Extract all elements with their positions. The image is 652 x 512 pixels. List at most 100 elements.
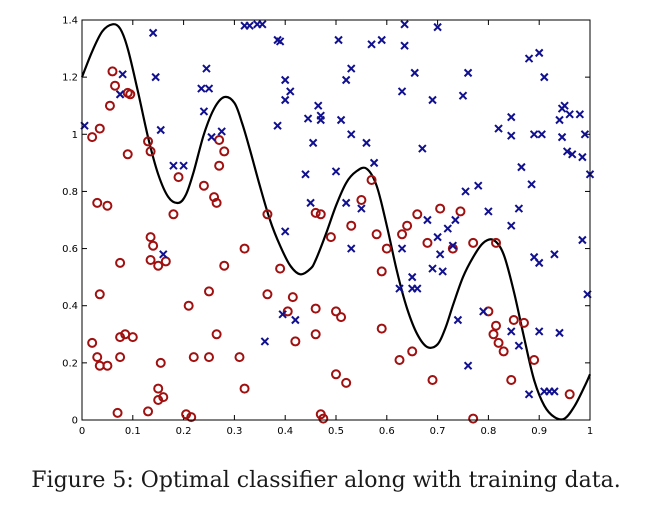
class-o-point xyxy=(310,207,321,218)
class-o-point xyxy=(422,237,433,248)
class-x-point xyxy=(494,124,503,133)
class-o-point xyxy=(468,413,479,424)
class-o-point xyxy=(381,243,392,254)
class-x-point xyxy=(484,207,493,216)
class-x-point xyxy=(453,315,463,325)
class-o-point xyxy=(331,306,341,317)
class-o-point xyxy=(214,160,225,171)
class-x-point xyxy=(463,68,473,78)
class-o-point xyxy=(209,192,220,203)
class-o-point xyxy=(110,80,121,91)
class-o-point xyxy=(153,383,164,394)
class-o-point xyxy=(376,266,387,277)
class-o-point xyxy=(402,220,413,231)
class-x-point xyxy=(291,315,300,325)
class-x-point xyxy=(537,130,546,139)
class-x-point xyxy=(407,272,417,282)
class-x-point xyxy=(331,167,341,176)
class-x-point xyxy=(169,161,178,170)
tick-labels: 0 0.1 0.2 0.3 0.4 0.5 0.6 0.7 0.8 0.9 1 0 0.2 0.4 0.6 0… xyxy=(62,16,593,438)
class-o-point xyxy=(188,352,199,363)
class-x-point xyxy=(407,284,417,293)
class-o-point xyxy=(318,413,329,424)
class-o-point xyxy=(282,306,293,317)
class-o-point xyxy=(325,232,336,243)
class-o-point xyxy=(239,243,250,254)
class-x-point xyxy=(245,21,254,30)
class-o-point xyxy=(102,360,113,371)
class-o-point xyxy=(427,375,438,385)
class-x-point xyxy=(524,390,534,399)
class-o-point xyxy=(168,209,179,220)
class-o-point xyxy=(112,407,123,418)
class-o-point xyxy=(186,412,197,423)
class-x-point xyxy=(433,232,442,242)
class-x-point xyxy=(308,138,318,148)
class-x-point xyxy=(410,68,419,78)
class-o-point xyxy=(468,237,479,248)
class-x-point xyxy=(280,95,290,105)
class-x-point xyxy=(507,327,516,336)
decision-boundary-layer xyxy=(80,23,592,421)
y-tick-label: 1.4 xyxy=(62,16,78,27)
class-x-point xyxy=(540,72,549,82)
class-x-point xyxy=(314,101,323,110)
class-o-point xyxy=(310,329,321,340)
class-x-point xyxy=(565,110,574,119)
class-x-point xyxy=(428,264,437,273)
class-x-point xyxy=(514,341,524,350)
class-o-point xyxy=(488,329,499,340)
class-x-point xyxy=(479,307,488,316)
class-o-point xyxy=(346,220,357,231)
class-x-point xyxy=(301,170,310,179)
class-o-point xyxy=(219,146,230,157)
y-tick-label: 1.2 xyxy=(62,73,78,84)
class-x-point xyxy=(156,125,165,135)
class-x-point xyxy=(258,20,267,29)
class-x-point xyxy=(423,215,432,225)
class-o-point xyxy=(214,135,225,145)
class-x-point xyxy=(397,244,407,253)
scatter-plot: 0 0.1 0.2 0.3 0.4 0.5 0.6 0.7 0.8 0.9 1 0 0.2 0.4 0.6 0… xyxy=(62,16,595,438)
class-x-point xyxy=(474,181,483,190)
class-o-markers xyxy=(87,66,575,424)
class-x-point xyxy=(428,95,437,105)
class-x-point xyxy=(578,235,587,245)
class-o-point xyxy=(158,392,169,403)
class-x-point xyxy=(507,112,516,122)
class-x-point xyxy=(204,84,214,93)
class-o-point xyxy=(143,406,154,417)
class-o-point xyxy=(153,395,164,405)
class-x-point xyxy=(451,215,460,225)
class-o-point xyxy=(104,100,115,111)
class-x-point xyxy=(461,187,470,196)
class-o-point xyxy=(94,123,105,134)
x-tick-label: 0.2 xyxy=(176,426,192,437)
class-o-point xyxy=(506,375,517,385)
class-x-point xyxy=(118,70,127,79)
class-x-point xyxy=(260,337,270,346)
class-x-point xyxy=(395,284,404,293)
class-x-point xyxy=(534,327,544,336)
y-tick-label: 0.2 xyxy=(62,358,78,369)
class-o-point xyxy=(331,369,341,380)
class-o-point xyxy=(94,289,105,300)
class-x-point xyxy=(357,204,366,213)
class-x-point xyxy=(197,84,206,93)
class-x-point xyxy=(514,204,524,213)
class-x-point xyxy=(334,35,343,45)
class-o-point xyxy=(290,336,301,347)
class-o-point xyxy=(181,409,192,420)
class-o-point xyxy=(87,337,98,348)
class-x-point xyxy=(458,91,468,100)
class-x-point xyxy=(400,20,409,29)
class-x-point xyxy=(369,158,379,168)
class-o-point xyxy=(115,332,126,343)
class-o-point xyxy=(407,346,418,357)
class-o-point xyxy=(145,255,156,265)
class-x-point xyxy=(433,22,442,32)
class-x-point xyxy=(303,114,313,123)
class-x-point xyxy=(341,75,351,85)
class-x-point xyxy=(448,241,458,250)
